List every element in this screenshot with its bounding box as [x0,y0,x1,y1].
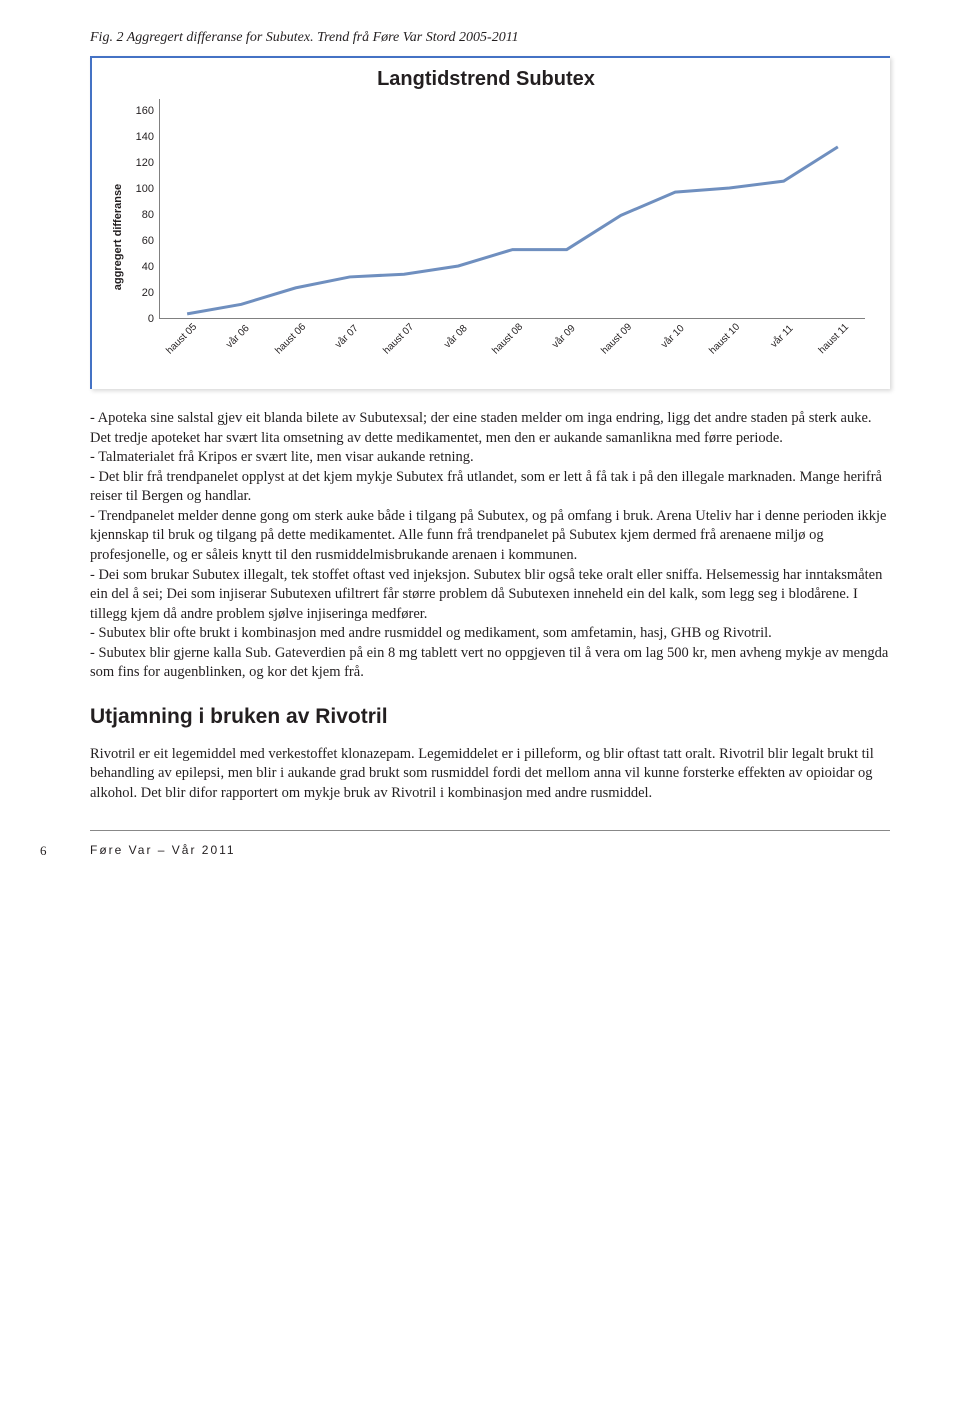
body-paragraphs: - Apoteka sine salstal gjev eit blanda b… [90,409,890,683]
body-paragraph: - Subutex blir ofte brukt i kombinasjon … [90,624,890,644]
chart-xtick: haust 07 [376,319,430,374]
chart-ytick: 120 [129,157,154,169]
chart-ytick: 0 [129,313,154,325]
body-paragraph: - Subutex blir gjerne kalla Sub. Gatever… [90,644,890,683]
chart-ytick: 60 [129,235,154,247]
chart-xtick: vår 11 [756,319,810,374]
chart-ylabel: aggregert differanse [112,183,124,289]
chart-xtick: vår 10 [648,319,702,374]
chart-xtick: haust 11 [811,319,865,374]
chart-yticks: 020406080100120140160 [129,99,159,319]
page-footer: 6 Føre Var – Vår 2011 [90,843,890,857]
page-number: 6 [40,843,47,859]
chart-xtick: vår 08 [431,319,485,374]
chart-xtick: haust 10 [702,319,756,374]
figure-caption: Fig. 2 Aggregert differanse for Subutex.… [90,30,890,46]
chart-xtick: vår 06 [213,319,267,374]
footer-rule [90,830,890,831]
body-paragraph: - Dei som brukar Subutex illegalt, tek s… [90,566,890,625]
chart-ytick: 100 [129,183,154,195]
chart-xtick: haust 08 [485,319,539,374]
section-heading: Utjamning i bruken av Rivotril [90,705,890,729]
chart-ytick: 80 [129,209,154,221]
chart-title: Langtidstrend Subutex [107,68,865,91]
chart-plotarea [159,99,865,319]
body-paragraph: - Det blir frå trendpanelet opplyst at d… [90,468,890,507]
chart-xtick: vår 09 [539,319,593,374]
chart-xtick: haust 06 [268,319,322,374]
chart-ytick: 20 [129,287,154,299]
chart-ytick: 140 [129,131,154,143]
chart-xticks: haust 05vår 06haust 06vår 07haust 07vår … [159,319,865,374]
chart-ytick: 160 [129,105,154,117]
chart-container: Langtidstrend Subutex aggregert differan… [90,56,890,389]
chart-xtick: haust 09 [594,319,648,374]
footer-text: Føre Var – Vår 2011 [90,843,236,857]
body-paragraph: - Apoteka sine salstal gjev eit blanda b… [90,409,890,448]
chart-xtick: vår 07 [322,319,376,374]
chart-xtick: haust 05 [159,319,213,374]
section-body: Rivotril er eit legemiddel med verkestof… [90,745,890,804]
body-paragraph: - Trendpanelet melder denne gong om ster… [90,507,890,566]
chart-ytick: 40 [129,261,154,273]
chart-line [187,147,838,314]
body-paragraph: - Talmaterialet frå Kripos er svært lite… [90,448,890,468]
